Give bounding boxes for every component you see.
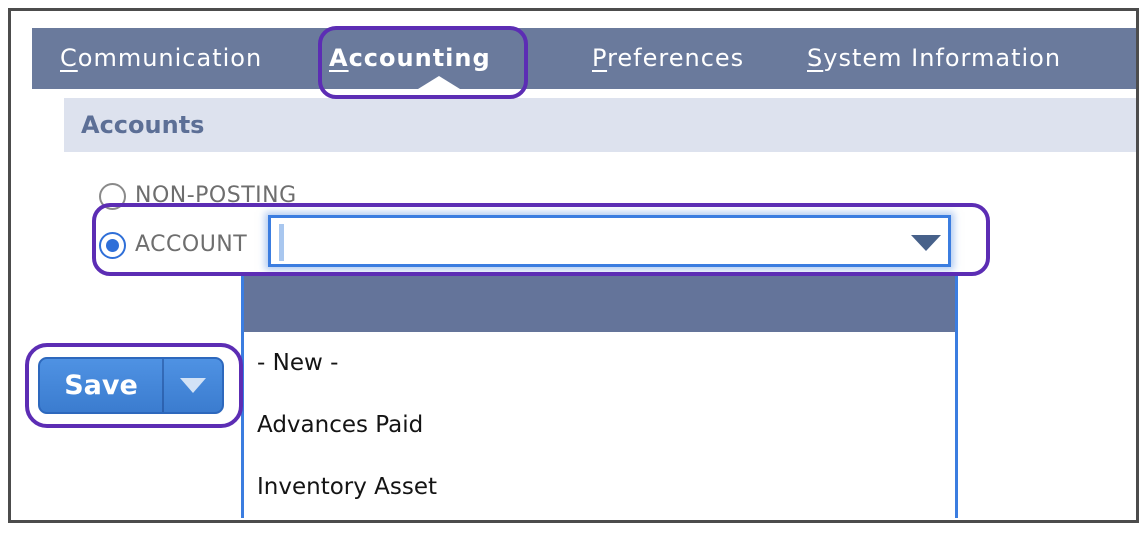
save-button[interactable]: Save [40,359,162,412]
save-button-label: Save [64,370,138,401]
dropdown-arrow-icon[interactable] [911,235,941,251]
save-split-button: Save [38,357,224,414]
save-button-divider [162,359,164,412]
account-combo-box[interactable] [268,215,951,267]
tab-communication-mnemonic: C [60,44,78,72]
radio-account-label: ACCOUNT [135,232,248,257]
tab-communication-label: ommunication [77,44,263,72]
active-tab-pointer-icon [418,76,460,89]
window-frame: Communication Accounting Preferences Sys… [8,8,1139,523]
section-title: Accounts [81,111,205,139]
dropdown-arrow-icon [180,378,206,393]
tab-system-information-label: ystem Information [823,44,1062,72]
tab-accounting-label: ccounting [348,44,491,72]
tab-preferences[interactable]: Preferences [592,28,744,89]
dropdown-option-new[interactable]: - New - [257,350,339,376]
section-header: Accounts [64,98,1136,152]
tab-system-information[interactable]: System Information [807,28,1061,89]
radio-non-posting-label: NON-POSTING [135,183,297,208]
tab-preferences-mnemonic: P [592,44,608,72]
account-combo-input[interactable] [287,222,887,260]
dropdown-option-blank-highlighted[interactable] [244,272,955,332]
radio-account[interactable] [99,232,126,259]
tab-bar: Communication Accounting Preferences Sys… [32,28,1136,89]
tab-accounting-mnemonic: A [329,44,349,72]
text-cursor [279,224,284,261]
tab-system-information-mnemonic: S [807,44,824,72]
tab-accounting[interactable]: Accounting [329,28,491,89]
tab-communication[interactable]: Communication [60,28,262,89]
radio-non-posting[interactable] [99,183,126,210]
dropdown-option-advances-paid[interactable]: Advances Paid [257,412,424,438]
save-menu-button[interactable] [164,359,222,412]
dropdown-option-inventory-asset[interactable]: Inventory Asset [257,474,438,500]
tab-preferences-label: references [607,44,745,72]
radio-selected-dot [106,239,119,252]
account-dropdown-list: - New - Advances Paid Inventory Asset [241,272,958,518]
